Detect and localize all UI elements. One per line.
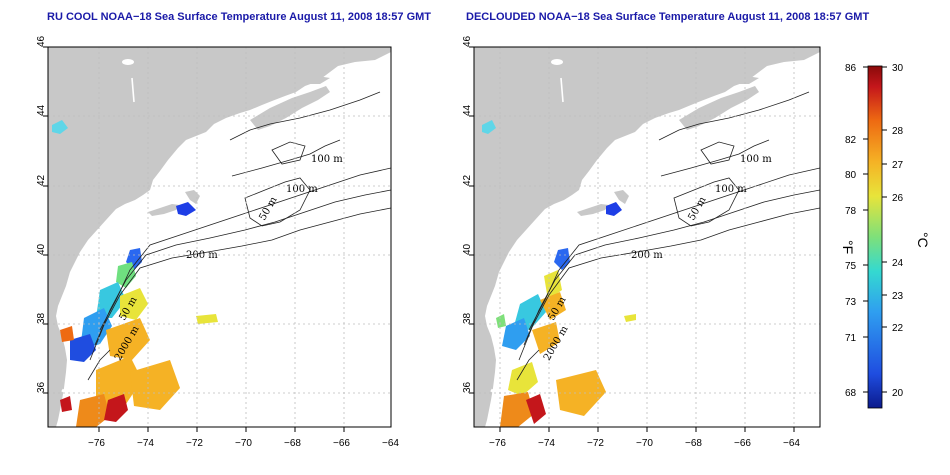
left-lat-labels: 36 38 40 42 44 46 — [36, 35, 47, 393]
right-map-title: DECLOUDED NOAA−18 Sea Surface Temperatur… — [466, 11, 870, 23]
lat-tick-label: 46 — [462, 35, 473, 47]
colorbar-celsius-labels: 30 28 27 26 24 23 22 20 — [892, 63, 904, 399]
lat-tick-label: 44 — [462, 104, 473, 116]
celsius-tick-label: 20 — [892, 388, 904, 399]
contour-label: 100 m — [740, 154, 772, 165]
lat-tick-label: 40 — [462, 243, 473, 255]
lon-tick-label: −70 — [235, 438, 252, 449]
lon-tick-label: −72 — [186, 438, 203, 449]
left-sst-patches — [52, 120, 218, 427]
right-land — [474, 47, 820, 427]
lat-tick-label: 42 — [36, 174, 47, 186]
lon-tick-label: −74 — [137, 438, 154, 449]
lon-tick-label: −64 — [382, 438, 399, 449]
right-lake-champlain — [560, 77, 564, 103]
right-lat-labels: 36 38 40 42 44 46 — [462, 35, 473, 393]
left-lake-champlain — [131, 77, 135, 103]
fahrenheit-unit-label: °F — [840, 240, 856, 254]
lat-tick-label: 36 — [36, 381, 47, 393]
celsius-tick-label: 26 — [892, 193, 904, 204]
contour-label: 200 m — [631, 250, 663, 261]
lat-tick-label: 42 — [462, 174, 473, 186]
fahrenheit-tick-label: 80 — [845, 170, 857, 181]
right-lake — [551, 59, 563, 65]
left-axis-ticks — [43, 46, 345, 432]
right-map-panel: 100 m 100 m 50 m 200 m 50 m 2000 m — [462, 35, 821, 449]
left-map-panel: 100 m 100 m 50 m 200 m 50 m 2000 m — [36, 35, 399, 449]
lon-tick-label: −68 — [284, 438, 301, 449]
lat-tick-label: 46 — [36, 35, 47, 47]
right-axis-ticks — [469, 46, 795, 432]
lat-tick-label: 38 — [36, 312, 47, 324]
right-sound — [490, 388, 503, 411]
lon-tick-label: −68 — [685, 438, 702, 449]
fahrenheit-tick-label: 71 — [845, 333, 857, 344]
contour-label: 100 m — [286, 184, 318, 195]
right-cape-cod — [614, 190, 629, 204]
celsius-tick-label: 24 — [892, 258, 904, 269]
lat-tick-label: 40 — [36, 243, 47, 255]
left-lon-labels: −76 −74 −72 −70 −68 −66 −64 — [88, 438, 399, 449]
lon-tick-label: −74 — [538, 438, 555, 449]
celsius-tick-label: 23 — [892, 291, 904, 302]
colorbar: 86 82 80 78 75 73 71 68 30 28 27 26 24 2… — [840, 63, 931, 409]
fahrenheit-tick-label: 73 — [845, 297, 857, 308]
left-long-island — [148, 204, 180, 216]
celsius-tick-label: 22 — [892, 323, 904, 334]
right-nova-scotia — [679, 86, 759, 130]
fahrenheit-tick-label: 78 — [845, 206, 857, 217]
fahrenheit-tick-label: 68 — [845, 388, 857, 399]
lon-tick-label: −72 — [587, 438, 604, 449]
lon-tick-label: −66 — [333, 438, 350, 449]
left-chesapeake — [77, 267, 86, 321]
right-long-island — [577, 204, 609, 216]
celsius-tick-label: 28 — [892, 126, 904, 137]
lat-tick-label: 38 — [462, 312, 473, 324]
left-pei — [298, 76, 330, 84]
colorbar-scale — [867, 65, 883, 409]
left-cape-cod — [185, 190, 200, 204]
right-chesapeake — [506, 267, 515, 321]
contour-label: 100 m — [311, 154, 343, 165]
celsius-tick-label: 27 — [892, 160, 904, 171]
fahrenheit-tick-label: 86 — [845, 63, 857, 74]
left-map-frame — [47, 46, 392, 428]
lon-tick-label: −70 — [636, 438, 653, 449]
left-land — [48, 47, 391, 427]
lon-tick-label: −76 — [489, 438, 506, 449]
lat-tick-label: 36 — [462, 381, 473, 393]
left-lake — [122, 59, 134, 65]
celsius-tick-label: 30 — [892, 63, 904, 74]
left-grid — [48, 47, 391, 427]
lat-tick-label: 44 — [36, 104, 47, 116]
colorbar-fahrenheit-labels: 86 82 80 78 75 73 71 68 — [845, 63, 857, 399]
right-pei — [727, 76, 759, 84]
lon-tick-label: −76 — [88, 438, 105, 449]
right-grid — [474, 47, 820, 427]
lon-tick-label: −64 — [783, 438, 800, 449]
fahrenheit-tick-label: 75 — [845, 261, 857, 272]
left-map-title: RU COOL NOAA−18 Sea Surface Temperature … — [47, 11, 432, 23]
colorbar-ticks — [863, 66, 887, 393]
contour-label: 200 m — [186, 250, 218, 261]
left-nova-scotia — [250, 86, 330, 130]
fahrenheit-tick-label: 82 — [845, 135, 857, 146]
celsius-unit-label: °C — [915, 232, 931, 248]
contour-label: 100 m — [715, 184, 747, 195]
lon-tick-label: −66 — [734, 438, 751, 449]
right-lon-labels: −76 −74 −72 −70 −68 −66 −64 — [489, 438, 800, 449]
